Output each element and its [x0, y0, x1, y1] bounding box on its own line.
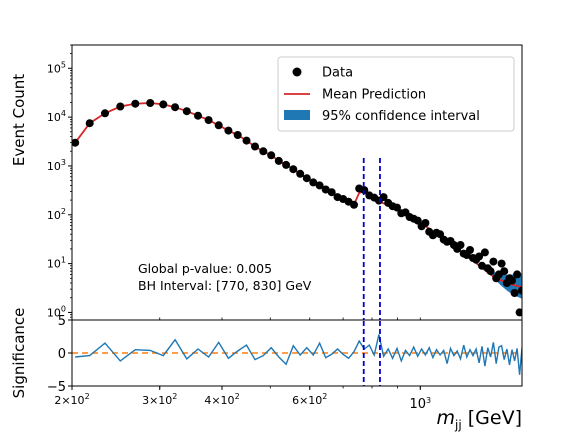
data-point — [466, 246, 474, 254]
data-point — [489, 257, 498, 266]
main-plot-area: 100 101 102 103 104 105 Global p-value: 0.005… — [10, 44, 523, 321]
data-point — [480, 248, 489, 257]
y-tick-label: 102 — [47, 207, 66, 222]
data-point — [101, 109, 109, 118]
data-point — [413, 216, 422, 225]
legend-marker-data — [292, 67, 302, 77]
data-point — [146, 99, 155, 107]
data-point — [508, 276, 516, 285]
data-point — [302, 174, 311, 183]
data-point — [497, 259, 506, 268]
x-tick-label: 3×102 — [142, 392, 177, 407]
annotation-global-pvalue: Global p-value: 0.005 — [138, 261, 272, 276]
data-point — [315, 181, 324, 190]
data-point — [289, 165, 298, 174]
data-point — [515, 308, 522, 317]
bh-interval-lines-main — [362, 158, 381, 320]
annotation-bh-interval: BH Interval: [770, 830] GeV — [138, 278, 312, 293]
data-point — [456, 241, 465, 249]
legend-box — [277, 56, 515, 132]
y-tick-label: 103 — [47, 158, 66, 173]
data-point — [379, 193, 388, 202]
legend-marker-confidence-interval — [284, 110, 310, 120]
data-point — [159, 100, 168, 109]
data-points-layer — [72, 99, 522, 317]
legend-label-confidence-interval: 95% confidence interval — [322, 109, 480, 124]
y-tick-label: 100 — [47, 304, 66, 319]
sig-y-tick-label: 5 — [58, 314, 66, 329]
significance-y-ticks: 5 0 −5 — [47, 314, 72, 395]
x-tick-label: 103 — [409, 396, 431, 412]
data-point — [327, 188, 336, 197]
bh-interval-lines-significance — [362, 321, 381, 386]
data-point — [510, 289, 519, 297]
sig-y-tick-label: −5 — [47, 380, 66, 395]
data-point — [296, 169, 305, 178]
data-point — [171, 103, 180, 112]
data-point — [259, 147, 268, 156]
y-axis-label-significance: Significance — [10, 308, 28, 399]
data-point — [321, 185, 330, 194]
y-tick-label: 104 — [47, 109, 66, 124]
data-point — [85, 119, 94, 128]
x-tick-label: 2×102 — [54, 392, 89, 407]
data-point — [393, 203, 401, 212]
data-point — [421, 219, 430, 227]
data-point — [214, 121, 223, 130]
data-point — [475, 252, 484, 261]
data-point — [182, 107, 191, 116]
data-point — [224, 126, 233, 135]
data-point — [350, 200, 358, 209]
data-point — [518, 286, 522, 295]
data-point — [233, 131, 242, 139]
data-point — [194, 111, 202, 120]
data-point — [251, 142, 259, 151]
significance-line — [75, 334, 522, 375]
sig-y-tick-label: 0 — [58, 347, 66, 362]
y-tick-label: 105 — [47, 60, 66, 75]
data-point — [242, 136, 251, 145]
x-tick-label: 4×102 — [204, 392, 239, 407]
data-point — [500, 267, 509, 276]
x-tick-label: 6×102 — [292, 392, 327, 407]
data-point — [274, 156, 283, 165]
data-point — [282, 160, 291, 169]
data-point — [72, 138, 80, 147]
data-point — [204, 116, 213, 125]
significance-plot-area: 5 0 −5 2×102 3×102 4×102 6×102 103 Significanc… — [10, 308, 523, 432]
significance-x-ticks: 2×102 3×102 4×102 6×102 103 — [54, 386, 431, 412]
main-y-ticks: 100 101 102 103 104 105 — [47, 44, 72, 321]
data-point — [486, 267, 495, 276]
x-axis-label-mjj: mjj [GeV] — [437, 407, 522, 432]
legend-label-data: Data — [322, 66, 353, 81]
data-point — [267, 151, 276, 160]
y-tick-label: 101 — [47, 256, 66, 271]
data-point — [116, 102, 125, 111]
significance-series-layer — [75, 334, 522, 375]
data-point — [131, 99, 140, 108]
legend: Data Mean Prediction 95% confidence inte… — [277, 56, 515, 132]
legend-label-mean-prediction: Mean Prediction — [322, 88, 426, 103]
data-point — [513, 270, 522, 279]
y-axis-label-event-count: Event Count — [10, 74, 28, 166]
data-point — [309, 178, 318, 187]
